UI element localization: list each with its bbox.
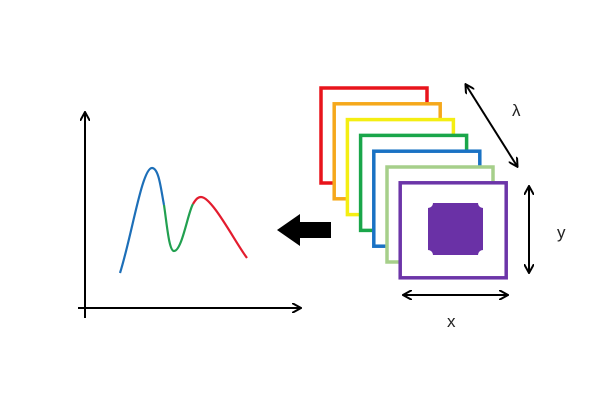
- lambda-label: λ: [512, 101, 521, 120]
- left-arrow-icon: [277, 214, 331, 246]
- spectrum-curve-green: [162, 203, 194, 253]
- x-label: x: [447, 312, 456, 331]
- object-shape: [428, 203, 483, 255]
- spectrum-curve-blue: [118, 166, 166, 274]
- lambda-arrow: [466, 85, 517, 166]
- spectrum-curve-red: [192, 195, 248, 259]
- y-label: y: [557, 223, 566, 242]
- spectral-band-stack: [319, 86, 508, 280]
